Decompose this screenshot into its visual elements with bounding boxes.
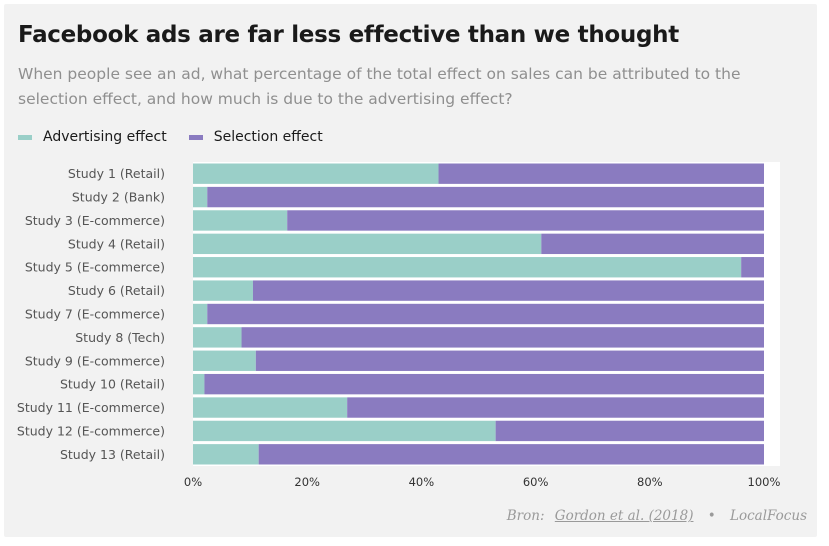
x-tick-label: 0% [184, 475, 202, 489]
bar-selection-11 [347, 397, 764, 418]
category-label: Study 5 (E-commerce) [25, 260, 165, 275]
bar-advertising-4 [193, 233, 542, 255]
bar-advertising-2 [193, 186, 208, 208]
bar-advertising-5 [193, 257, 742, 278]
category-label: Study 6 (Retail) [68, 283, 165, 298]
source-link[interactable]: Gordon et al. (2018) [554, 508, 694, 524]
credit-label: LocalFocus [730, 508, 807, 524]
bar-advertising-12 [193, 420, 496, 442]
x-tick-label: 100% [748, 475, 781, 489]
footer-separator: • [707, 508, 716, 524]
x-tick-label: 20% [294, 475, 320, 489]
chart-subtitle: When people see an ad, what percentage o… [18, 65, 741, 108]
category-label: Study 8 (Tech) [75, 330, 165, 345]
source-prefix: Bron: [506, 508, 545, 524]
bar-advertising-6 [193, 280, 253, 301]
legend: Advertising effect Selection effect [18, 128, 345, 146]
category-label: Study 12 (E-commerce) [17, 423, 165, 438]
bar-advertising-8 [193, 327, 242, 348]
bar-selection-9 [255, 350, 764, 371]
bar-selection-4 [541, 233, 764, 255]
bar-selection-1 [438, 163, 764, 184]
bar-selection-10 [204, 373, 765, 395]
x-tick-label: 40% [409, 475, 435, 489]
bar-selection-7 [207, 303, 764, 325]
bar-selection-12 [495, 420, 764, 442]
bar-selection-2 [207, 186, 764, 208]
bar-selection-8 [241, 327, 764, 348]
legend-label-advertising: Advertising effect [43, 129, 167, 145]
category-label: Study 2 (Bank) [72, 190, 165, 205]
legend-swatch-advertising [18, 134, 32, 140]
bar-advertising-13 [193, 444, 259, 465]
category-label: Study 13 (Retail) [60, 447, 165, 462]
legend-item-selection[interactable]: Selection effect [188, 129, 323, 145]
category-label: Study 10 (Retail) [60, 377, 165, 392]
bar-advertising-3 [193, 210, 288, 231]
legend-label-selection: Selection effect [213, 129, 323, 145]
x-tick-label: 60% [523, 475, 549, 489]
bar-advertising-11 [193, 397, 348, 418]
category-label: Study 1 (Retail) [68, 166, 165, 181]
legend-item-advertising[interactable]: Advertising effect [18, 129, 167, 145]
category-label: Study 11 (E-commerce) [17, 400, 165, 415]
category-label: Study 9 (E-commerce) [25, 353, 165, 368]
chart-title: Facebook ads are far less effective than… [18, 22, 679, 48]
source-footer: Bron: Gordon et al. (2018) • LocalFocus [507, 508, 807, 524]
legend-swatch-selection [188, 134, 203, 140]
bar-selection-3 [287, 210, 764, 231]
category-label: Study 3 (E-commerce) [25, 213, 165, 228]
bar-advertising-7 [193, 303, 208, 325]
category-label: Study 7 (E-commerce) [25, 307, 165, 322]
bar-advertising-9 [193, 350, 256, 371]
bar-selection-6 [252, 280, 764, 301]
bar-advertising-10 [193, 373, 205, 395]
bar-selection-13 [258, 444, 764, 465]
x-tick-label: 80% [637, 475, 663, 489]
category-label: Study 4 (Retail) [68, 236, 165, 251]
bar-advertising-1 [193, 163, 439, 184]
bar-selection-5 [741, 257, 764, 278]
